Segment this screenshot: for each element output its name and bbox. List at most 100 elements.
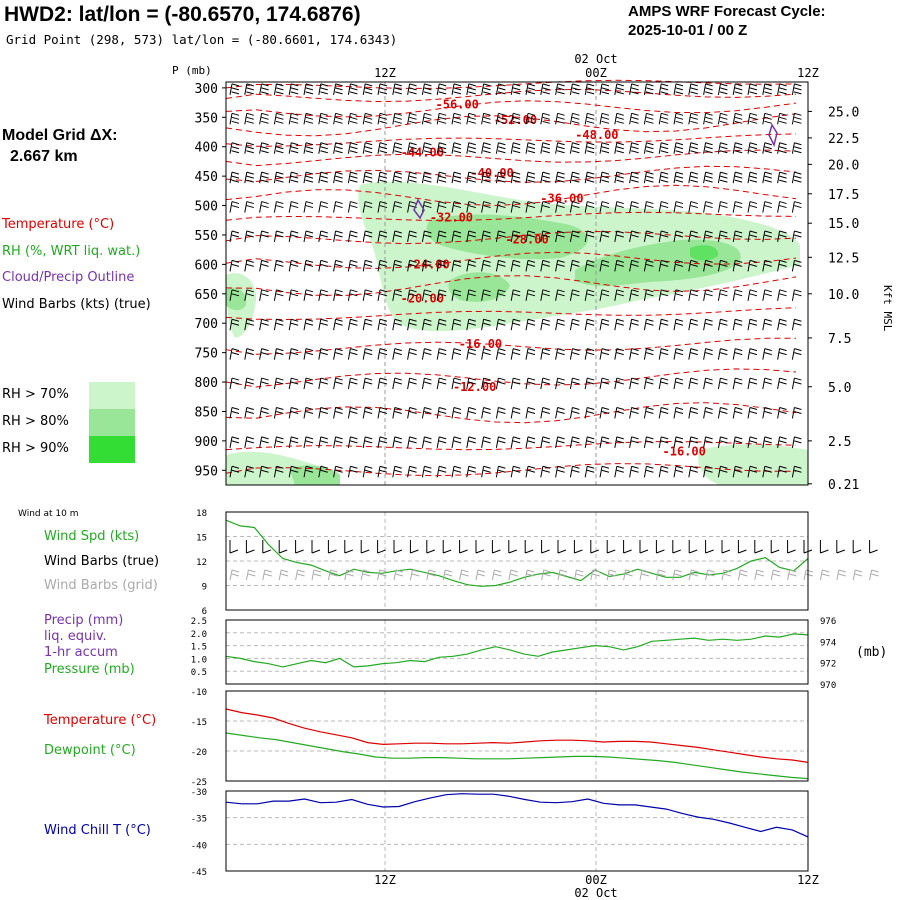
wind-barb-flag	[616, 352, 624, 356]
wind-barb-shaft	[347, 436, 351, 448]
wind-barb-flag	[542, 406, 550, 410]
wind-barb-flag	[453, 150, 462, 154]
wind-barb-flag	[691, 569, 699, 573]
wind-barb-flag	[571, 179, 580, 183]
wind-barb-flag	[350, 259, 358, 263]
wind-barb-flag	[764, 116, 772, 120]
wind-barb	[688, 348, 698, 360]
wind-barb-flag	[276, 146, 284, 150]
wind-barb-flag	[734, 381, 743, 385]
wind-barb-shaft	[347, 230, 351, 243]
wind-barb-true	[836, 540, 845, 554]
wind-barb	[495, 436, 506, 448]
wind-barb	[491, 569, 502, 581]
wind-barb-flag	[749, 83, 758, 87]
wind-barb-flag	[246, 91, 254, 95]
wind-barb-shaft	[318, 289, 322, 301]
wind-barb	[525, 318, 536, 331]
y2-tick-label: 972	[820, 660, 836, 670]
legend-wind-barbs-true: Wind Barbs (true)	[44, 554, 160, 569]
wind-barb-flag	[246, 406, 254, 410]
wind-barb	[421, 406, 432, 419]
wind-barb-flag	[379, 293, 388, 297]
wind-barb-flag	[439, 318, 447, 322]
wind-barb-flag	[498, 322, 506, 326]
wind-barb-shaft	[643, 260, 647, 272]
wind-barb-shaft	[599, 289, 603, 301]
wind-barb-shaft	[318, 113, 322, 125]
wind-barb	[318, 377, 328, 390]
wind-barb	[762, 142, 772, 154]
wind-barb-flag	[542, 150, 550, 154]
wind-barb-flag	[424, 410, 432, 414]
wind-barb-flag	[641, 569, 650, 573]
wind-barb-flag	[559, 569, 568, 573]
wind-barb-flag	[586, 263, 595, 267]
wind-barb	[525, 230, 536, 243]
wind-barb-flag	[779, 179, 787, 183]
wind-barb-flag	[261, 175, 269, 179]
wind-barb-flag	[513, 230, 521, 234]
wind-barb-flag	[557, 230, 565, 234]
wind-barb-shaft	[318, 172, 322, 184]
wind-barb-flag	[675, 175, 684, 179]
wind-barb	[259, 83, 269, 95]
wind-barb	[525, 436, 536, 448]
top-time-label: 12Z	[374, 66, 396, 80]
wind-barb	[333, 436, 343, 448]
wind-barb	[584, 318, 595, 331]
y-tick-label: 2.0	[191, 630, 207, 640]
rh80-region	[448, 272, 510, 302]
wind-barb-shaft	[540, 466, 544, 478]
wind-barb-flag	[587, 230, 595, 234]
wind-barb	[747, 259, 758, 272]
wind-barb-flag	[587, 348, 595, 352]
dewpoint-line	[225, 732, 809, 780]
wind-barb	[347, 201, 358, 213]
wind-barb-shaft	[584, 436, 588, 448]
wind-barb-flag	[261, 201, 269, 205]
wind-barb-flag	[280, 573, 289, 577]
wind-barb-shaft	[436, 289, 440, 301]
wind-barb-true	[393, 540, 403, 554]
wind-barb-shaft	[732, 230, 736, 243]
wind-barb	[599, 289, 610, 301]
wind-barb	[421, 142, 432, 154]
wind-barb-flag	[335, 436, 343, 440]
wind-barb-flag	[645, 120, 654, 124]
wind-barb-flag	[601, 436, 610, 440]
wind-barb-shaft	[762, 289, 766, 301]
wind-barb-flag	[675, 91, 684, 95]
wind-barb-flag	[690, 146, 698, 150]
wind-barb	[244, 142, 254, 154]
wind-barb	[392, 112, 402, 125]
wind-barb-shaft	[259, 113, 263, 125]
wind-barb-flag	[246, 175, 254, 179]
wind-barb-flag	[661, 142, 669, 146]
wind-barb-flag	[439, 465, 447, 469]
wind-barb-flag	[335, 469, 343, 473]
wind-barb-flag	[661, 348, 669, 352]
top-date-label: 02 Oct	[574, 52, 617, 66]
wind-barb-shaft	[599, 201, 603, 213]
wind-barb-shaft	[451, 466, 455, 478]
wind-barb	[791, 142, 802, 154]
wind-barb	[510, 201, 521, 213]
wind-barb-flag	[779, 234, 787, 238]
wind-barb-shaft	[495, 377, 499, 390]
wind-barb	[555, 465, 565, 478]
wind-barb-flag	[424, 469, 432, 473]
wind-barb	[377, 171, 388, 184]
wind-barb-flag	[231, 263, 240, 267]
wind-barb	[540, 230, 550, 243]
wind-barb	[673, 377, 684, 390]
wind-barb-shaft	[229, 436, 233, 448]
wind-barb	[673, 406, 684, 419]
wind-barb-flag	[379, 201, 388, 205]
wind-barb-flag	[660, 179, 669, 183]
legend-liq-equiv: liq. equiv.	[44, 629, 107, 644]
wind-barb-shaft	[703, 260, 707, 272]
wind-barb-flag	[379, 352, 388, 356]
wind-barb-flag	[749, 116, 758, 120]
wind-barb	[495, 406, 506, 419]
